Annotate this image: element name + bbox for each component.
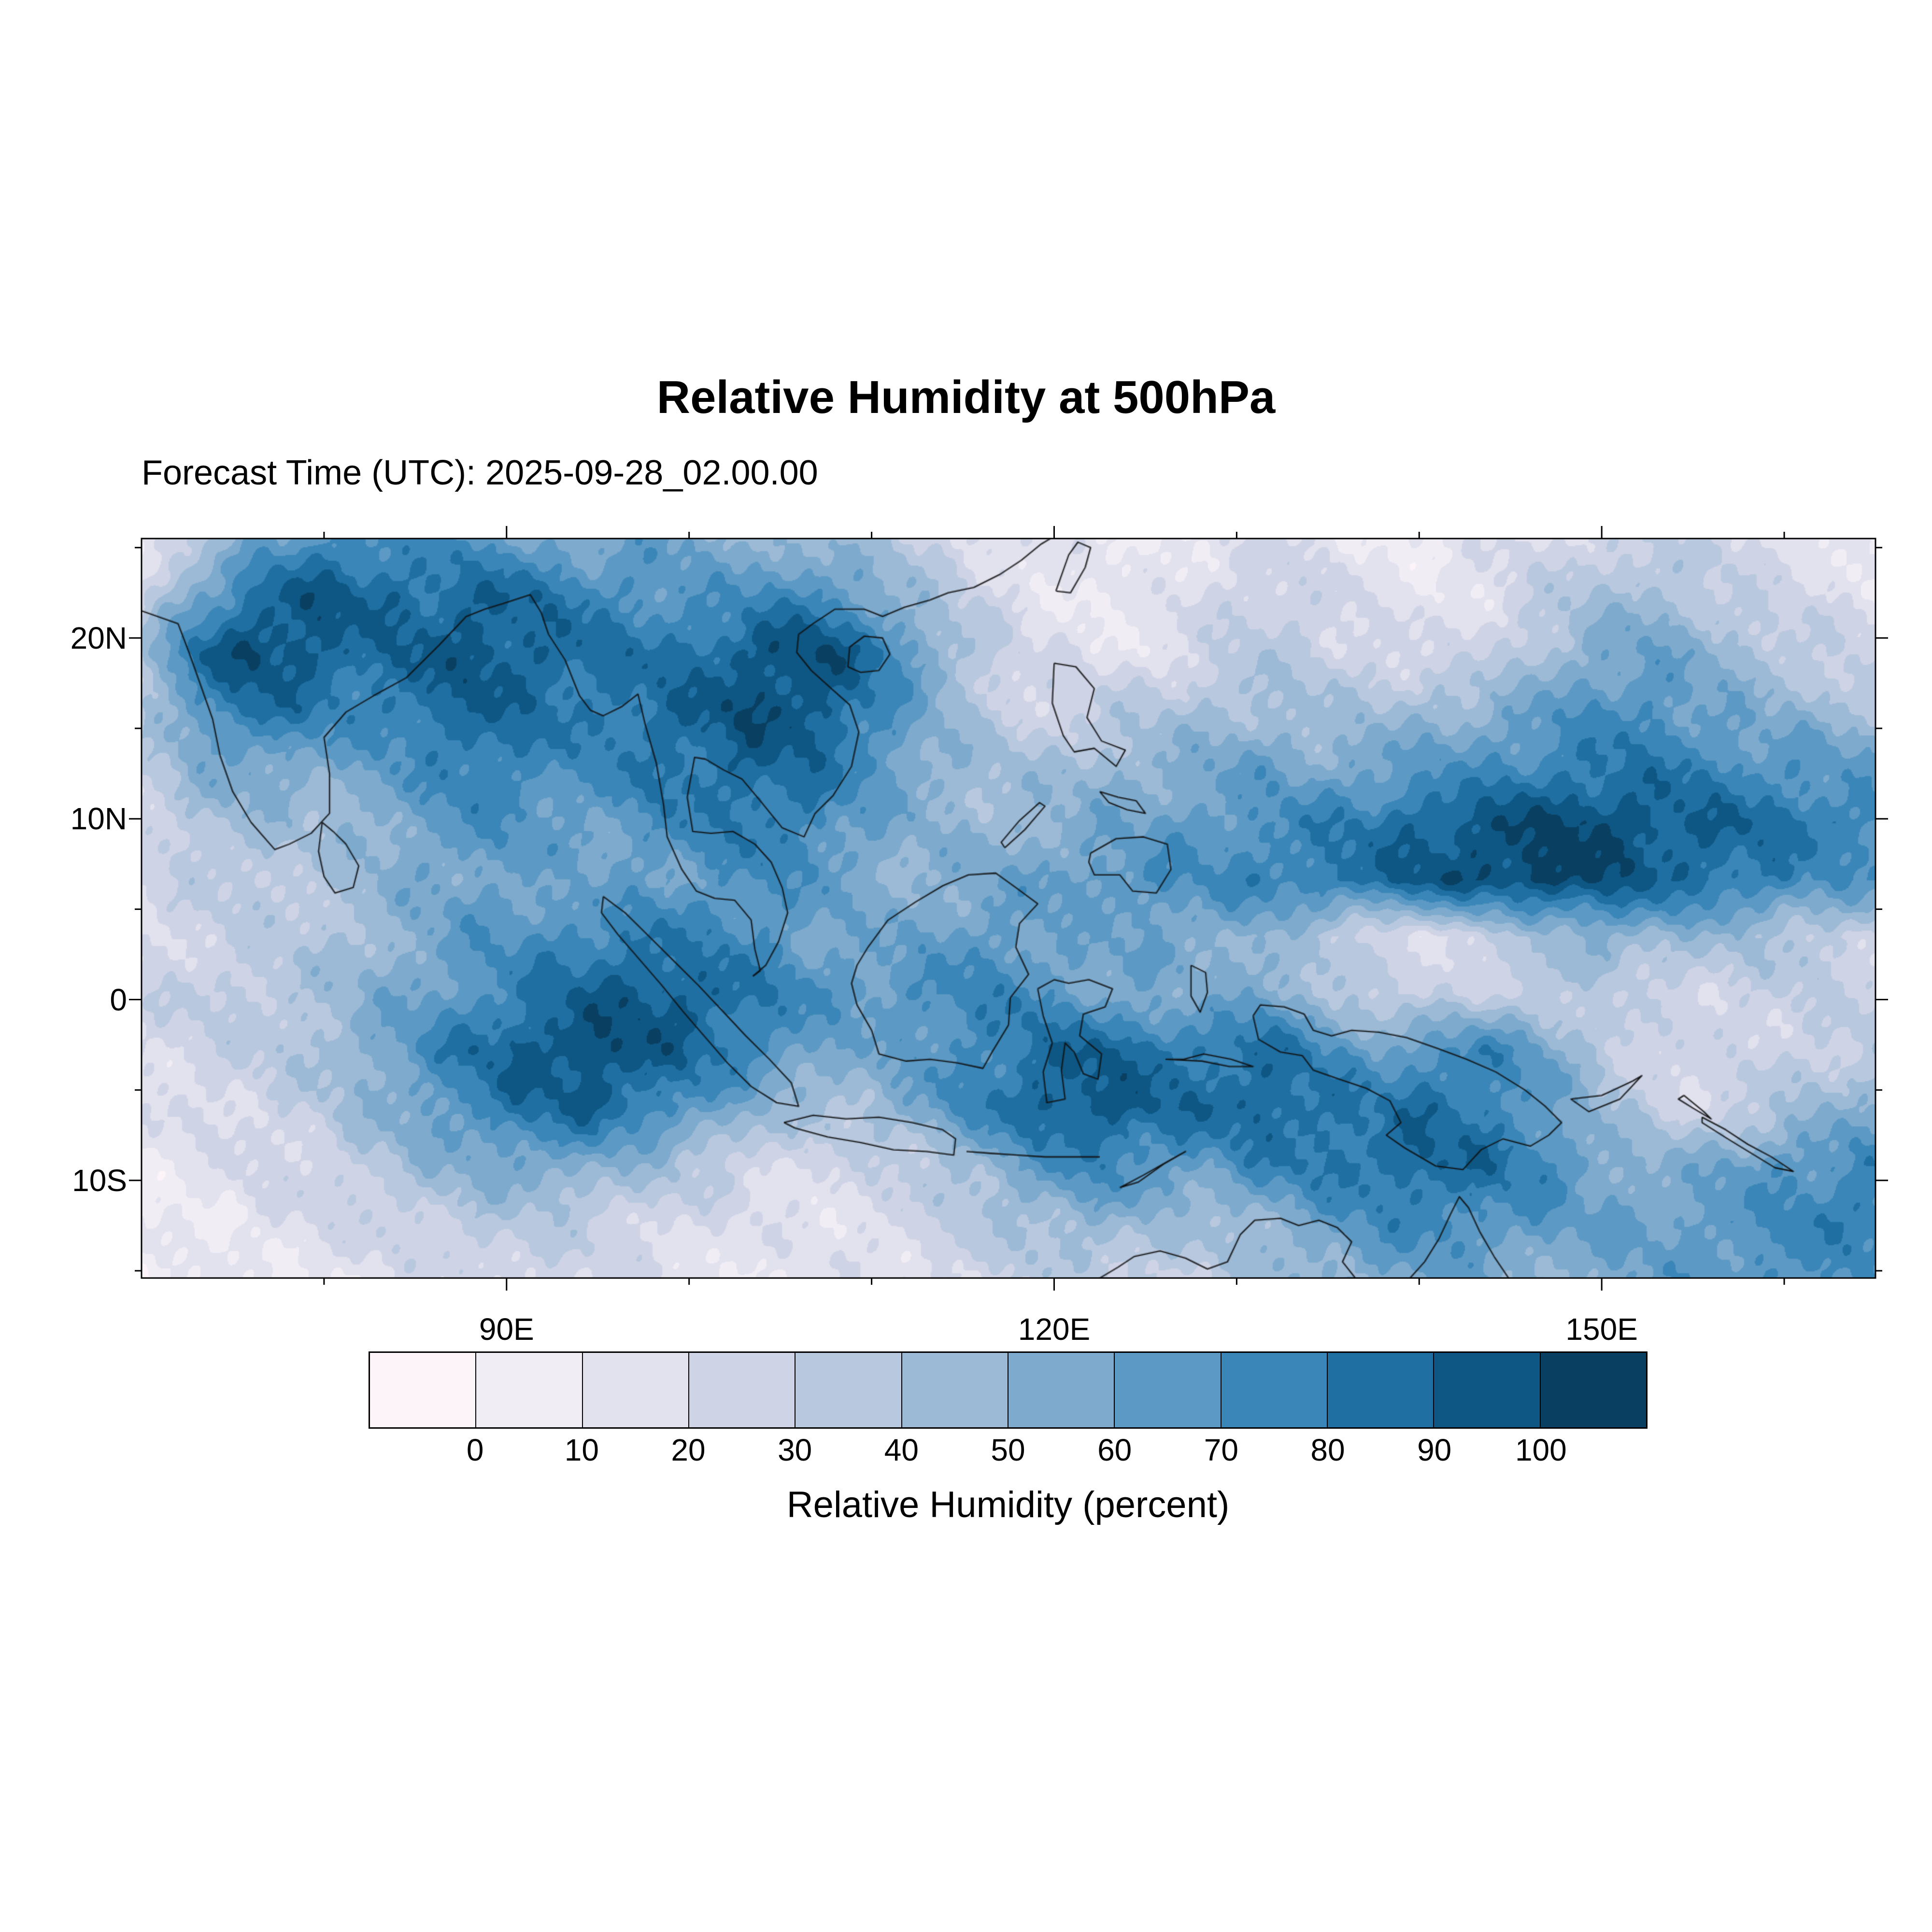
humidity-field-canvas [142, 539, 1875, 1278]
y-tick-label: 0 [110, 982, 127, 1017]
colorbar-cell [796, 1353, 902, 1427]
colorbar-cell [1327, 1353, 1435, 1427]
colorbar-cell [582, 1353, 689, 1427]
colorbar-cell [689, 1353, 796, 1427]
colorbar-cell [902, 1353, 1009, 1427]
x-tick-label: 90E [479, 1312, 534, 1347]
colorbar-tick-label: 70 [1204, 1433, 1238, 1467]
forecast-time-label: Forecast Time (UTC): 2025-09-28_02.00.00 [142, 454, 818, 492]
colorbar-cell [476, 1353, 583, 1427]
x-tick-label: 150E [1565, 1312, 1638, 1347]
y-tick-label: 10S [72, 1163, 127, 1198]
x-tick-label: 120E [1018, 1312, 1091, 1347]
colorbar-tick-label: 90 [1417, 1433, 1452, 1467]
colorbar-tick-label: 100 [1515, 1433, 1567, 1467]
colorbar-tick-label: 30 [778, 1433, 812, 1467]
colorbar-title: Relative Humidity (percent) [786, 1484, 1230, 1525]
y-tick-label: 10N [70, 801, 127, 837]
colorbar-tick-label: 10 [564, 1433, 599, 1467]
colorbar-cell [1008, 1353, 1115, 1427]
colorbar-tick-label: 20 [671, 1433, 706, 1467]
y-tick-label: 20N [70, 620, 127, 655]
colorbar-tick-label: 40 [884, 1433, 919, 1467]
colorbar-tick-label: 60 [1097, 1433, 1132, 1467]
colorbar-cell [1540, 1353, 1646, 1427]
colorbar-cell [1221, 1353, 1328, 1427]
colorbar-tick-label: 80 [1310, 1433, 1345, 1467]
chart-title: Relative Humidity at 500hPa [656, 371, 1276, 423]
colorbar-cell [1434, 1353, 1541, 1427]
colorbar-cell [1115, 1353, 1222, 1427]
colorbar [369, 1351, 1648, 1429]
colorbar-tick-label: 0 [466, 1433, 484, 1467]
colorbar-cell [370, 1353, 477, 1427]
colorbar-tick-label: 50 [991, 1433, 1025, 1467]
